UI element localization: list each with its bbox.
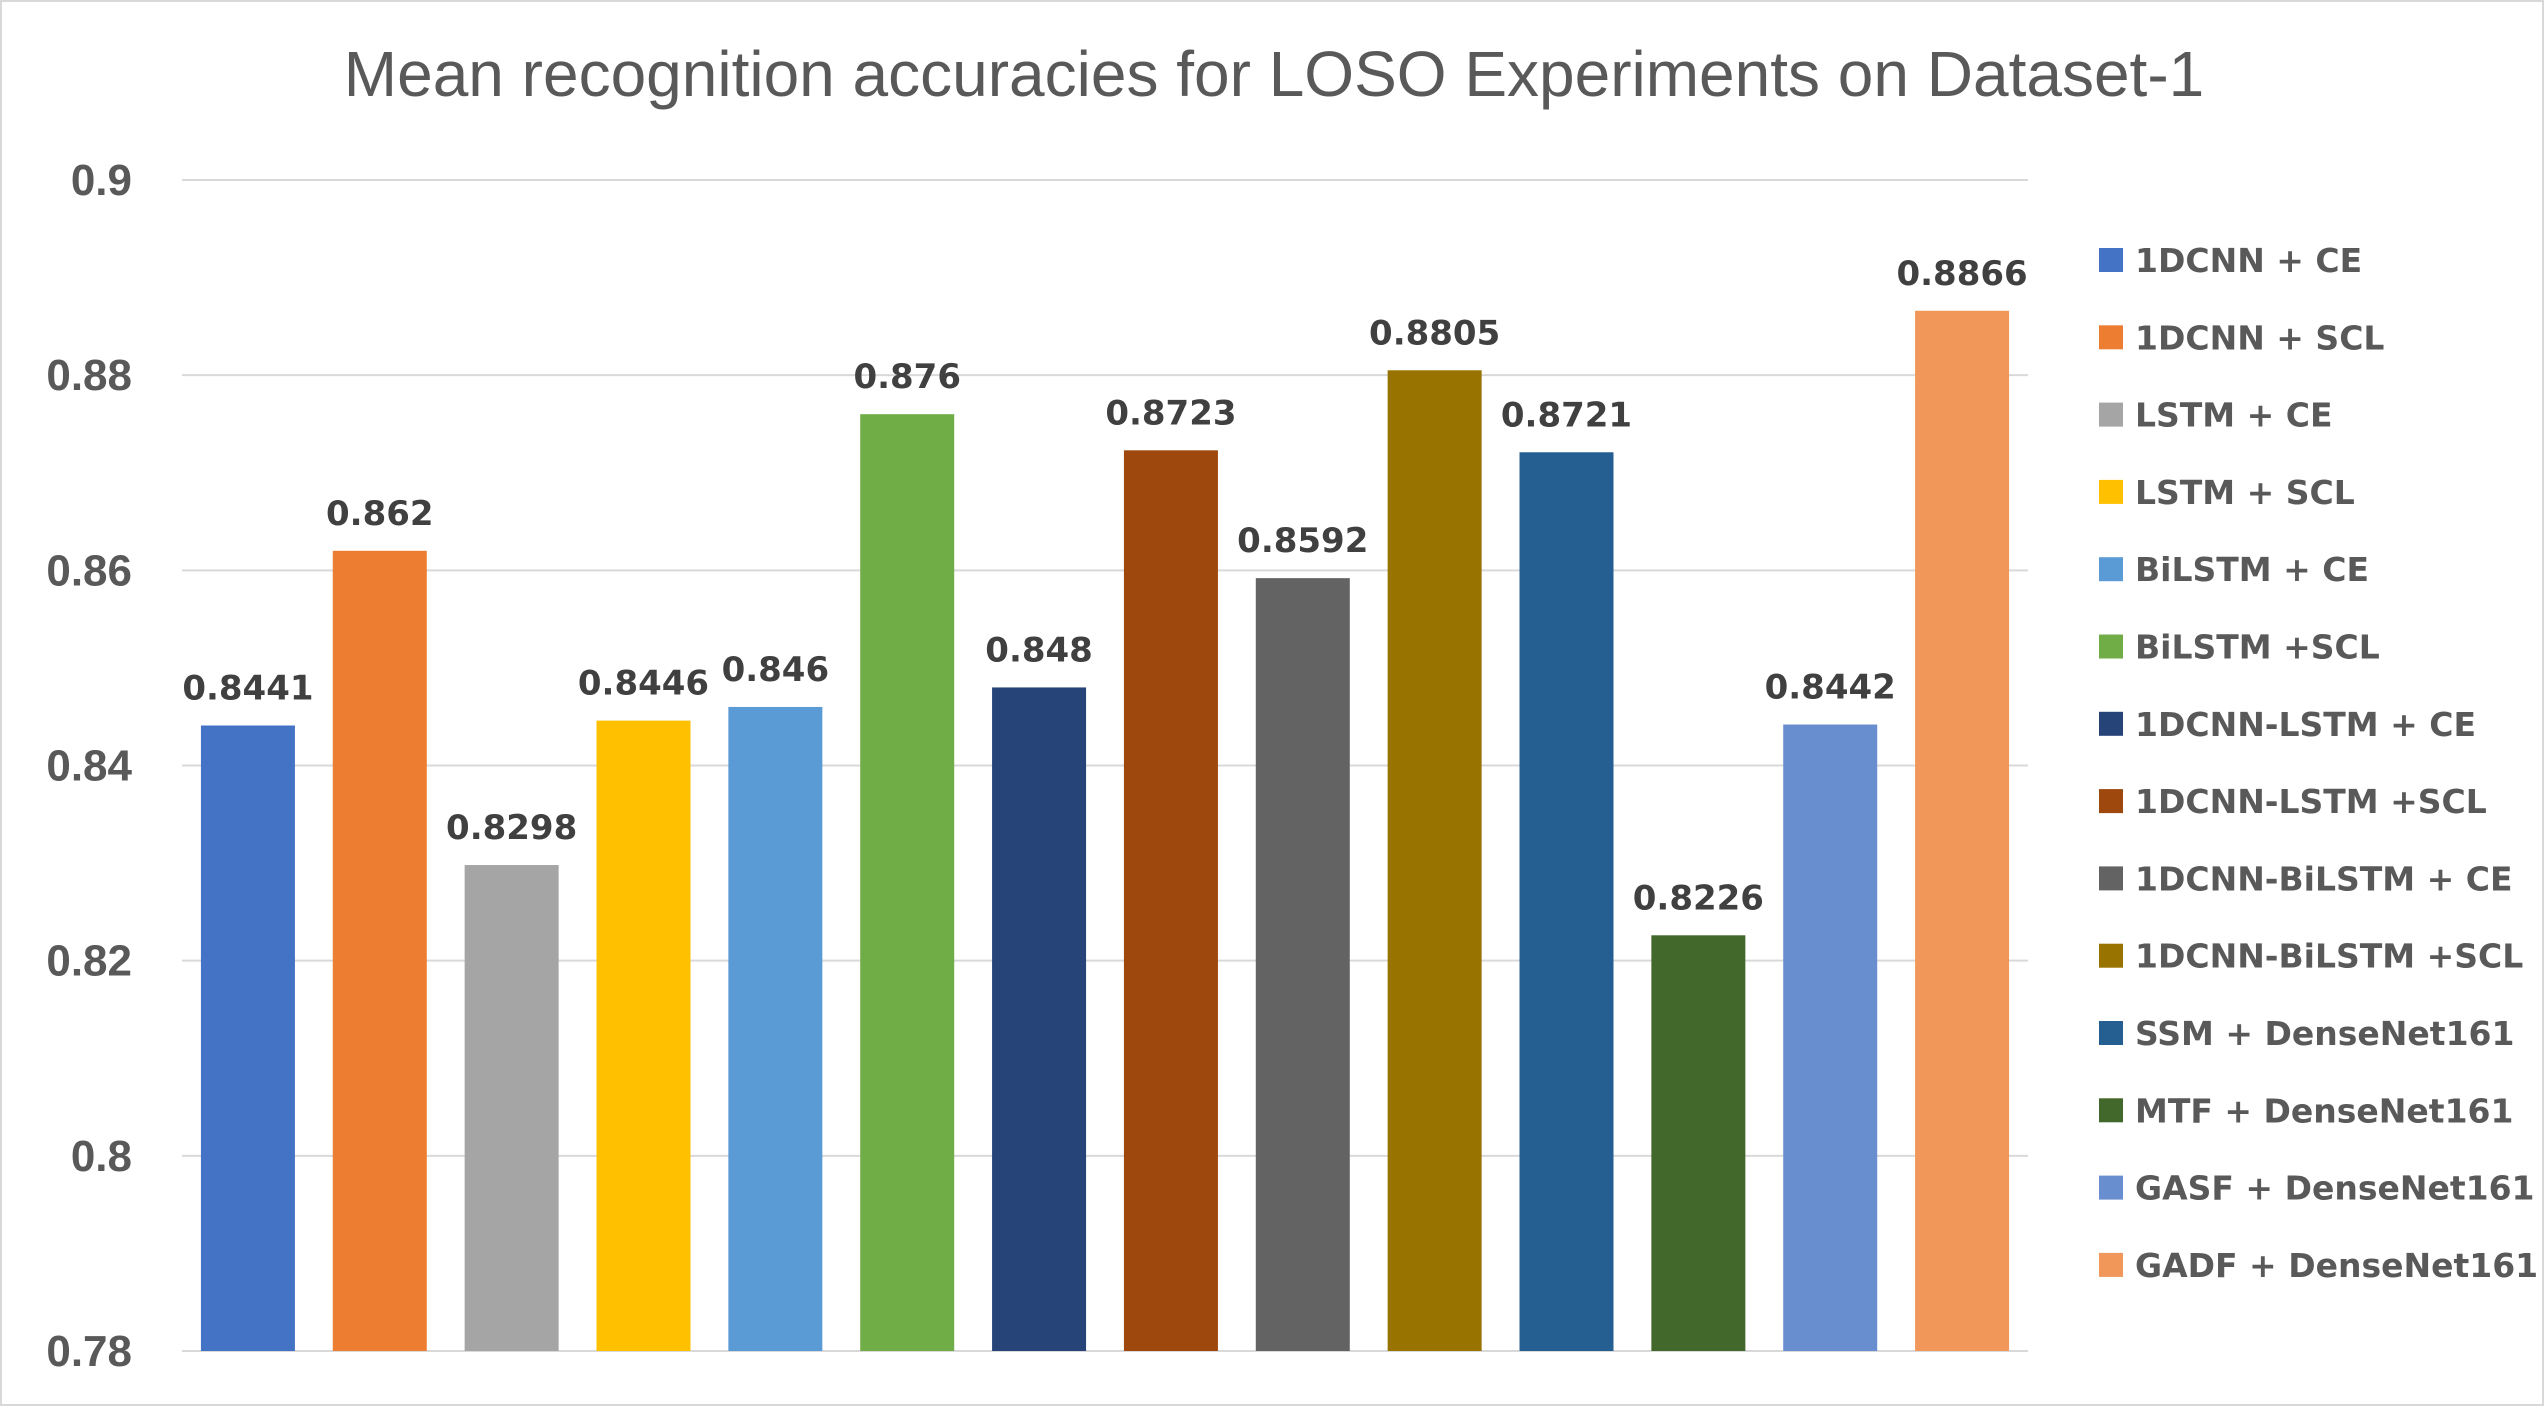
legend-swatch bbox=[2099, 634, 2123, 659]
y-tick-label: 0.86 bbox=[46, 546, 132, 595]
bar bbox=[1915, 310, 2010, 1351]
legend-item: 1DCNN-LSTM +SCL bbox=[2099, 782, 2487, 821]
bar bbox=[728, 706, 823, 1351]
data-label: 0.8226 bbox=[1633, 878, 1764, 918]
chart-title: Mean recognition accuracies for LOSO Exp… bbox=[344, 38, 2204, 110]
data-label: 0.8442 bbox=[1765, 668, 1896, 708]
data-label: 0.8298 bbox=[446, 808, 577, 848]
bar bbox=[1387, 370, 1482, 1352]
data-label: 0.876 bbox=[853, 357, 961, 397]
legend-item: LSTM + SCL bbox=[2099, 473, 2355, 512]
legend-swatch bbox=[2099, 1252, 2123, 1277]
bar bbox=[200, 725, 295, 1351]
legend-item: 1DCNN-BiLSTM +SCL bbox=[2099, 937, 2523, 976]
legend-swatch bbox=[2099, 479, 2123, 504]
data-label: 0.8721 bbox=[1501, 395, 1632, 435]
legend-item: 1DCNN-BiLSTM + CE bbox=[2099, 859, 2513, 898]
data-label: 0.848 bbox=[985, 630, 1093, 670]
bar bbox=[596, 720, 691, 1351]
legend-swatch bbox=[2099, 866, 2123, 891]
legend-label: 1DCNN + SCL bbox=[2135, 318, 2384, 357]
legend-label: LSTM + CE bbox=[2135, 396, 2333, 435]
bar bbox=[332, 550, 427, 1351]
data-label: 0.8441 bbox=[182, 668, 313, 708]
bar bbox=[1651, 935, 1746, 1351]
legend-swatch bbox=[2099, 789, 2123, 814]
bar bbox=[860, 414, 955, 1351]
legend-swatch bbox=[2099, 1175, 2123, 1200]
legend-swatch bbox=[2099, 402, 2123, 427]
legend-label: GADF + DenseNet161 bbox=[2135, 1246, 2538, 1285]
legend-label: GASF + DenseNet161 bbox=[2135, 1169, 2535, 1208]
y-tick-label: 0.78 bbox=[46, 1327, 132, 1376]
y-tick-label: 0.8 bbox=[71, 1132, 132, 1181]
data-label: 0.8446 bbox=[578, 664, 709, 704]
legend-label: 1DCNN-LSTM + CE bbox=[2135, 705, 2476, 744]
legend-item: GADF + DenseNet161 bbox=[2099, 1246, 2538, 1285]
legend-swatch bbox=[2099, 248, 2123, 272]
gridlines bbox=[182, 179, 2028, 1352]
legend-swatch bbox=[2099, 1021, 2123, 1045]
legend-label: BiLSTM + CE bbox=[2135, 550, 2369, 589]
legend-swatch bbox=[2099, 943, 2123, 968]
legend: 1DCNN + CE 1DCNN + SCL LSTM + CE LSTM + SCL… bbox=[2099, 241, 2538, 1285]
legend-swatch bbox=[2099, 711, 2123, 736]
data-label: 0.862 bbox=[326, 494, 434, 534]
legend-item: SSM + DenseNet161 bbox=[2099, 1014, 2514, 1053]
legend-label: LSTM + SCL bbox=[2135, 473, 2355, 512]
y-tick-label: 0.88 bbox=[46, 351, 132, 400]
legend-item: MTF + DenseNet161 bbox=[2099, 1091, 2513, 1130]
legend-label: BiLSTM +SCL bbox=[2135, 628, 2380, 667]
data-label: 0.846 bbox=[722, 650, 830, 690]
y-tick-label: 0.82 bbox=[46, 937, 132, 986]
y-axis-tick-labels: 0.78 0.8 0.82 0.84 0.86 0.88 0.9 bbox=[46, 156, 132, 1376]
legend-item: BiLSTM +SCL bbox=[2099, 628, 2380, 667]
bar bbox=[1255, 578, 1350, 1351]
legend-label: 1DCNN + CE bbox=[2135, 241, 2362, 280]
legend-label: 1DCNN-BiLSTM +SCL bbox=[2135, 937, 2523, 976]
y-tick-label: 0.9 bbox=[71, 156, 132, 205]
bar bbox=[1783, 724, 1878, 1351]
legend-swatch bbox=[2099, 1098, 2123, 1123]
y-tick-label: 0.84 bbox=[46, 742, 132, 791]
legend-item: GASF + DenseNet161 bbox=[2099, 1169, 2535, 1208]
legend-label: 1DCNN-BiLSTM + CE bbox=[2135, 859, 2513, 898]
data-label: 0.8866 bbox=[1896, 254, 2027, 294]
legend-label: 1DCNN-LSTM +SCL bbox=[2135, 782, 2487, 821]
bars bbox=[200, 310, 2010, 1352]
data-labels: 0.8441 0.862 0.8298 0.8446 0.846 0.876 0.848 0.… bbox=[182, 254, 2027, 919]
legend-label: MTF + DenseNet161 bbox=[2135, 1091, 2513, 1130]
bar bbox=[464, 865, 559, 1351]
legend-label: SSM + DenseNet161 bbox=[2135, 1014, 2514, 1053]
legend-item: 1DCNN + CE bbox=[2099, 241, 2362, 280]
data-label: 0.8592 bbox=[1237, 521, 1368, 561]
legend-swatch bbox=[2099, 557, 2123, 582]
legend-swatch bbox=[2099, 325, 2123, 350]
legend-item: LSTM + CE bbox=[2099, 396, 2333, 435]
legend-item: BiLSTM + CE bbox=[2099, 550, 2369, 589]
bar bbox=[1519, 452, 1614, 1351]
bar bbox=[992, 687, 1087, 1351]
bar bbox=[1123, 450, 1218, 1351]
legend-item: 1DCNN + SCL bbox=[2099, 318, 2384, 357]
legend-item: 1DCNN-LSTM + CE bbox=[2099, 705, 2476, 744]
data-label: 0.8723 bbox=[1105, 393, 1236, 433]
data-label: 0.8805 bbox=[1369, 313, 1500, 353]
